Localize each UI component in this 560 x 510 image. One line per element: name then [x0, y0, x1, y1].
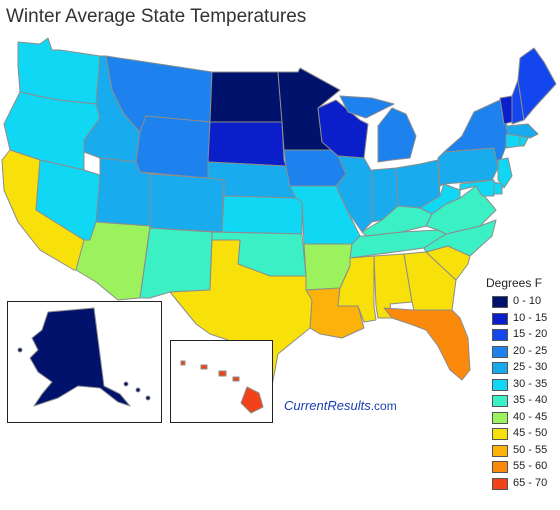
legend-swatch [492, 312, 508, 325]
map-title: Winter Average State Temperatures [6, 6, 307, 27]
legend-rows: 0 - 10 10 - 15 15 - 20 20 - 25 25 - 30 30 - 3… [486, 295, 560, 493]
legend-label: 0 - 10 [513, 295, 542, 307]
state-TX [169, 239, 313, 387]
state-AK [17, 347, 23, 353]
state-ME [517, 47, 557, 121]
state-SD [207, 121, 287, 167]
legend-item: 65 - 70 [486, 477, 560, 494]
legend-label: 65 - 70 [513, 476, 548, 489]
state-AK [145, 395, 151, 401]
legend-swatch [492, 444, 508, 457]
legend-swatch [492, 329, 508, 341]
legend-label: 40 - 45 [513, 410, 548, 423]
legend: Degrees F 0 - 10 10 - 15 15 - 20 20 - 25 25 … [486, 276, 560, 493]
legend-item: 15 - 20 [486, 328, 560, 345]
state-HI [200, 364, 208, 370]
legend-item: 50 - 55 [486, 444, 560, 461]
state-AK [135, 387, 141, 393]
credit-link[interactable]: CurrentResults.com [284, 398, 397, 413]
hawaii-inset [170, 340, 273, 423]
legend-label: 25 - 30 [513, 361, 548, 373]
state-MD [459, 179, 495, 197]
alaska-map [17, 307, 151, 407]
state-ND [209, 71, 283, 123]
legend-item: 45 - 50 [486, 427, 560, 444]
state-NJ [497, 157, 513, 189]
legend-item: 25 - 30 [486, 361, 560, 378]
legend-swatch [492, 345, 508, 358]
legend-label: 15 - 20 [513, 328, 548, 340]
state-HI [180, 360, 186, 366]
legend-swatch [492, 296, 508, 308]
credit-brand-b: Results [327, 398, 371, 413]
legend-title: Degrees F [486, 276, 543, 290]
state-HI [218, 370, 227, 377]
legend-swatch [492, 362, 508, 374]
legend-swatch [492, 461, 508, 473]
legend-item: 10 - 15 [486, 312, 560, 329]
hawaii-map [180, 360, 264, 414]
state-WY [135, 115, 211, 179]
legend-swatch [492, 411, 508, 424]
state-RI [519, 135, 529, 147]
legend-label: 50 - 55 [513, 443, 548, 456]
state-AK [123, 381, 129, 387]
legend-label: 10 - 15 [513, 311, 548, 324]
legend-item: 40 - 45 [486, 411, 560, 428]
legend-swatch [492, 428, 508, 440]
state-AK [29, 307, 131, 407]
legend-item: 30 - 35 [486, 378, 560, 395]
legend-label: 55 - 60 [513, 460, 548, 472]
legend-item: 0 - 10 [486, 295, 560, 312]
credit-brand-c: .com [370, 399, 397, 413]
legend-label: 35 - 40 [513, 394, 548, 406]
legend-swatch [492, 378, 508, 391]
state-DE [493, 181, 503, 195]
legend-item: 35 - 40 [486, 394, 560, 411]
state-HI [232, 376, 240, 382]
legend-label: 20 - 25 [513, 344, 548, 357]
legend-swatch [492, 477, 508, 490]
state-CO [149, 173, 225, 233]
legend-swatch [492, 395, 508, 407]
legend-item: 55 - 60 [486, 460, 560, 477]
state-MI-upper [339, 95, 395, 119]
alaska-inset [7, 301, 162, 423]
state-MA [505, 123, 539, 139]
state-WI [317, 99, 369, 159]
legend-label: 45 - 50 [513, 427, 548, 439]
legend-label: 30 - 35 [513, 377, 548, 390]
legend-item: 20 - 25 [486, 345, 560, 362]
state-MI [377, 107, 417, 163]
state-CT [505, 133, 521, 149]
state-FL [383, 307, 471, 381]
state-NM [139, 227, 213, 299]
state-HI [240, 386, 264, 414]
state-KS [221, 195, 303, 235]
state-MS [337, 255, 377, 323]
state-WV [419, 183, 461, 215]
credit-brand-a: Current [284, 398, 328, 413]
